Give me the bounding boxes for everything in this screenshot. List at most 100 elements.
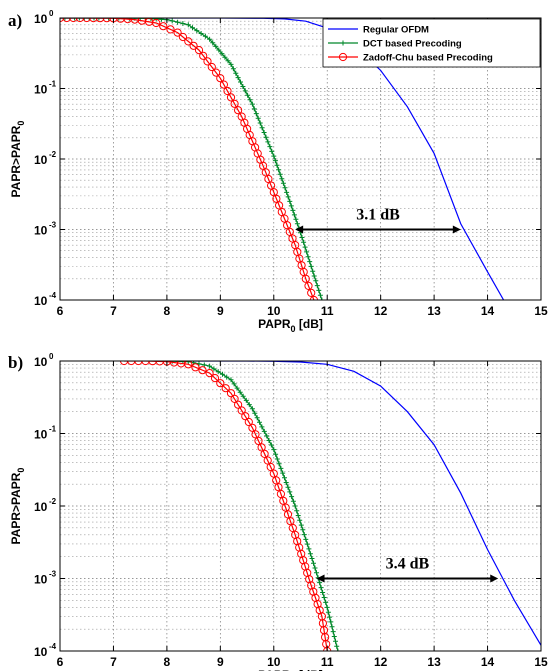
data-point <box>242 88 248 94</box>
data-point <box>317 580 323 586</box>
data-point <box>207 363 213 369</box>
data-point <box>238 79 243 85</box>
arrow-head-right <box>490 574 499 583</box>
x-tick-label: 7 <box>110 655 117 669</box>
data-point <box>244 417 253 427</box>
y-tick-label: 10 <box>34 153 48 167</box>
data-point <box>291 212 297 218</box>
x-tick-label: 15 <box>534 655 548 669</box>
data-point <box>282 475 287 481</box>
data-point <box>234 106 243 115</box>
data-point <box>249 406 255 412</box>
series-markers-2 <box>164 361 341 651</box>
legend: Regular OFDM DCT based Precoding Zadoff-Ch… <box>322 18 541 68</box>
data-point <box>240 84 246 89</box>
y-axis-title: PAPR>PAPR0 <box>9 121 26 198</box>
data-point <box>279 176 285 182</box>
data-point <box>231 381 237 387</box>
x-tick-label: 6 <box>57 655 64 669</box>
data-point <box>280 180 286 186</box>
x-axis-title: PAPR0 [dB] <box>258 668 323 671</box>
data-point <box>212 68 221 77</box>
y-tick-label: 10 <box>34 224 48 238</box>
x-tick-label: 9 <box>217 304 224 318</box>
data-point <box>253 111 259 117</box>
x-axis-title: PAPR0 [dB] <box>258 317 323 334</box>
x-tick-label: 12 <box>374 304 388 318</box>
data-point <box>335 648 341 651</box>
data-point <box>72 18 78 21</box>
y-tick-exponent: -4 <box>49 642 57 651</box>
data-point <box>287 198 293 204</box>
data-point <box>271 447 277 453</box>
data-point <box>223 86 232 96</box>
data-point <box>198 31 204 36</box>
y-tick-exponent: -3 <box>49 570 57 579</box>
data-point <box>235 75 241 81</box>
data-point <box>210 40 216 46</box>
data-point <box>76 18 82 21</box>
data-point <box>173 28 182 37</box>
data-point <box>190 25 195 31</box>
arrow-head-left <box>295 225 304 234</box>
data-point <box>219 80 228 89</box>
data-point <box>69 18 78 23</box>
data-point <box>304 541 310 547</box>
data-point <box>230 66 236 72</box>
data-point <box>184 37 193 46</box>
data-point <box>222 54 228 60</box>
data-point <box>283 480 289 485</box>
data-point <box>314 570 319 576</box>
data-point <box>267 144 273 150</box>
legend-item: Zadoff-Chu based Precoding <box>328 53 493 64</box>
data-point <box>316 287 322 293</box>
data-point <box>321 595 327 600</box>
annotation-label: 3.1 dB <box>356 207 400 224</box>
x-tick-label: 8 <box>164 655 171 669</box>
data-point <box>226 389 236 398</box>
y-tick-label: 10 <box>34 500 48 514</box>
data-point <box>255 115 261 121</box>
data-point <box>334 643 340 649</box>
data-point <box>221 384 230 393</box>
data-point <box>215 369 221 375</box>
annotation-arrow <box>295 225 461 234</box>
data-point <box>234 385 240 391</box>
data-point <box>251 106 257 112</box>
data-point <box>230 99 239 108</box>
data-point <box>305 254 311 260</box>
data-point <box>327 614 333 620</box>
legend-box <box>322 18 541 68</box>
x-tick-label: 14 <box>481 304 495 318</box>
data-point <box>180 21 186 26</box>
data-point <box>259 125 265 131</box>
data-point <box>219 51 225 57</box>
data-point <box>272 158 278 164</box>
data-point <box>205 369 214 378</box>
data-point <box>266 462 275 472</box>
data-point <box>309 556 315 561</box>
legend-label: DCT based Precoding <box>363 39 462 50</box>
x-tick-label: 10 <box>267 304 281 318</box>
data-point <box>290 498 296 504</box>
data-point <box>318 585 324 591</box>
y-tick-exponent: 0 <box>49 352 54 361</box>
y-tick-label: 10 <box>34 573 48 587</box>
x-tick-label: 13 <box>427 655 441 669</box>
y-tick-label: 10 <box>34 645 48 659</box>
data-point <box>333 638 338 644</box>
x-tick-label: 13 <box>427 304 441 318</box>
data-point <box>290 207 296 213</box>
data-point <box>241 412 250 421</box>
data-point <box>311 273 317 279</box>
data-point <box>328 619 334 625</box>
data-point <box>62 18 71 23</box>
legend-item: Regular OFDM <box>328 25 429 36</box>
data-point <box>271 153 277 159</box>
data-point <box>307 288 316 297</box>
legend-label: Zadoff-Chu based Precoding <box>363 53 493 64</box>
data-point <box>269 148 275 154</box>
y-axis-title: PAPR>PAPR0 <box>9 468 26 545</box>
data-point <box>213 43 219 49</box>
